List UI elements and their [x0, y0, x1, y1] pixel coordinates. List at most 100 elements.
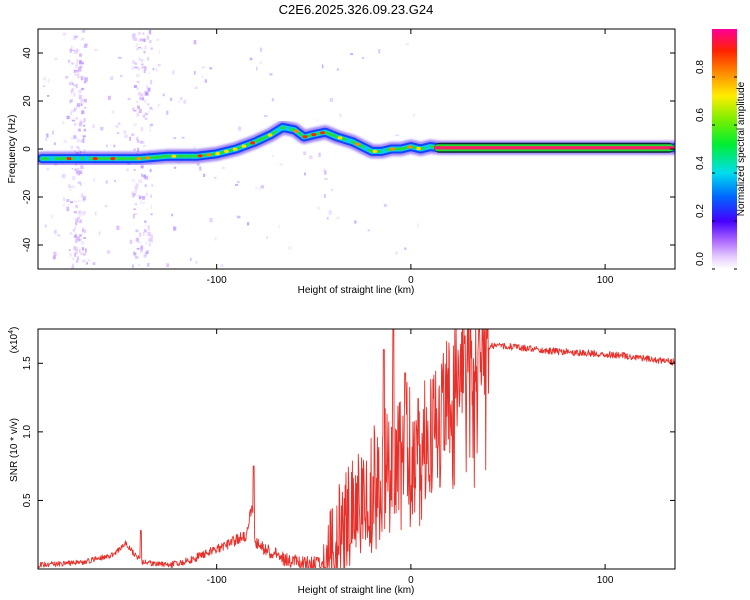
- noise-cell: [82, 136, 85, 140]
- colorbar-tick-label: 0.0: [695, 252, 706, 266]
- noise-cell: [138, 108, 142, 113]
- noise-cell: [141, 173, 143, 178]
- noise-cell: [81, 30, 86, 33]
- noise-cell: [70, 99, 74, 102]
- ridge-peak: [293, 129, 299, 133]
- noise-cell: [259, 61, 262, 65]
- noise-cell: [115, 124, 119, 128]
- noise-cell: [154, 68, 158, 72]
- colorbar-ticks: 0.0 0.2 0.4 0.6 0.8: [695, 60, 737, 270]
- noise-cell: [78, 123, 83, 127]
- noise-cell: [150, 108, 154, 111]
- noise-cell: [135, 256, 139, 259]
- noise-cell: [151, 184, 154, 187]
- noise-cell: [139, 232, 142, 237]
- noise-cell: [83, 107, 87, 109]
- noise-cell: [72, 257, 75, 260]
- noise-cell: [43, 85, 45, 87]
- noise-cell: [269, 73, 273, 76]
- snr-series-line: [38, 329, 675, 569]
- noise-cell: [132, 108, 135, 112]
- noise-cell: [180, 96, 183, 100]
- noise-cell: [138, 264, 141, 267]
- noise-cell: [133, 123, 137, 127]
- noise-cell: [110, 76, 114, 80]
- noise-cell: [146, 85, 149, 89]
- noise-cell: [66, 199, 70, 202]
- noise-cell: [309, 155, 313, 160]
- noise-cell: [173, 166, 177, 169]
- noise-cell: [201, 74, 204, 79]
- noise-cell: [68, 184, 71, 188]
- noise-cell: [82, 76, 86, 78]
- noise-cell: [80, 194, 84, 198]
- noise-cell: [116, 225, 120, 230]
- noise-cell: [76, 59, 79, 64]
- ridge-peak: [372, 149, 378, 153]
- noise-cell: [62, 121, 65, 124]
- noise-cell: [82, 196, 86, 201]
- noise-cell: [132, 33, 136, 38]
- noise-cell: [195, 261, 198, 264]
- noise-cell: [328, 210, 332, 215]
- noise-cell: [71, 109, 75, 113]
- noise-cell: [83, 149, 86, 154]
- ridge-peak: [390, 147, 395, 151]
- noise-cell: [67, 59, 71, 63]
- noise-cell: [70, 111, 72, 116]
- noise-cell: [150, 80, 153, 85]
- noise-cell: [132, 214, 135, 219]
- noise-cell: [199, 166, 202, 171]
- noise-cell: [148, 243, 152, 247]
- noise-cell: [143, 229, 147, 233]
- ridge-peak: [92, 157, 98, 161]
- noise-cell: [83, 81, 87, 84]
- noise-cell: [139, 97, 141, 101]
- noise-cell: [304, 172, 306, 176]
- noise-cell: [395, 251, 398, 255]
- noise-cell: [133, 169, 136, 171]
- ridge-peak: [311, 133, 317, 137]
- noise-cell: [149, 106, 153, 110]
- noise-cell: [143, 145, 146, 148]
- ridge-peak: [425, 145, 430, 149]
- noise-cell: [255, 186, 258, 190]
- noise-cell: [113, 144, 116, 148]
- noise-cell: [69, 186, 72, 188]
- y-tick-label: -40: [22, 237, 33, 252]
- noise-cell: [144, 224, 147, 227]
- stable-band-core: [434, 146, 674, 150]
- noise-cell: [134, 185, 138, 190]
- noise-cell: [83, 128, 86, 132]
- noise-cell: [80, 75, 83, 81]
- noise-cell: [140, 58, 144, 62]
- noise-cell: [132, 107, 135, 110]
- noise-cell: [142, 174, 146, 177]
- ridge-peak: [215, 152, 221, 156]
- colorbar-tick-label: 0.4: [695, 156, 706, 170]
- noise-cell: [136, 87, 139, 90]
- noise-cell: [116, 132, 120, 135]
- noise-cell: [51, 214, 54, 219]
- noise-cell: [144, 45, 147, 50]
- noise-cell: [73, 122, 77, 125]
- noise-cell: [152, 67, 155, 71]
- noise-cell: [72, 175, 76, 181]
- noise-cell: [76, 258, 79, 261]
- noise-cell: [137, 241, 141, 244]
- noise-cell: [75, 221, 78, 226]
- noise-cell: [138, 179, 142, 184]
- ridge-peak: [416, 146, 421, 151]
- noise-cell: [172, 70, 175, 75]
- ridge-peak: [285, 126, 290, 130]
- noise-cell: [139, 140, 143, 144]
- noise-cell: [237, 126, 242, 131]
- noise-cell: [288, 246, 292, 250]
- x-tick-label: -100: [207, 275, 227, 286]
- noise-cell: [84, 77, 88, 82]
- noise-cell: [136, 136, 139, 140]
- noise-cell: [82, 61, 84, 65]
- noise-cell: [144, 175, 149, 180]
- colorbar: 0.0 0.2 0.4 0.6 0.8 Normalized spectral ampl…: [695, 29, 747, 270]
- noise-cell: [83, 229, 87, 234]
